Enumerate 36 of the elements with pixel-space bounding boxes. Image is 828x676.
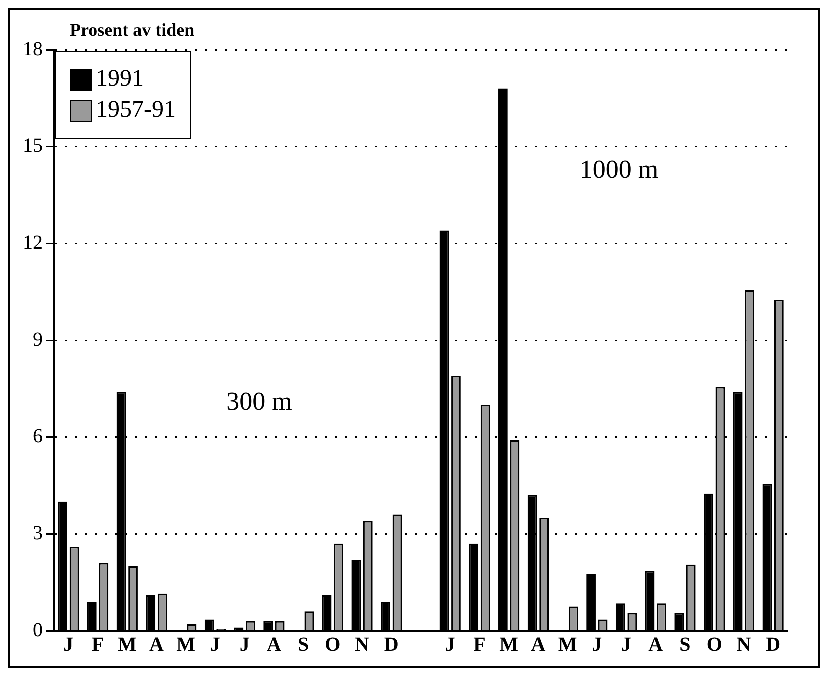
x-tick-label: J (622, 634, 632, 656)
x-tick-label: J (445, 634, 456, 656)
y-tick-label: 18 (23, 38, 43, 60)
x-tick-label: A (266, 634, 282, 656)
x-tick-label: S (680, 634, 691, 656)
y-axis-title: Prosent av tiden (70, 20, 195, 41)
x-tick-label: O (325, 634, 341, 656)
x-tick-label: F (474, 634, 486, 656)
x-tick-label: O (706, 634, 722, 656)
x-tick-label: J (592, 634, 602, 656)
x-tick-label: A (531, 634, 546, 656)
y-tick-label: 9 (33, 328, 43, 351)
x-tick-label: N (736, 634, 752, 656)
x-tick-label: J (210, 634, 220, 656)
legend-label: 1991 (96, 66, 144, 93)
annotation: 1000 m (580, 154, 659, 184)
y-tick-label: 6 (33, 426, 43, 448)
x-tick-label: A (150, 634, 165, 656)
x-tick-label: M (558, 634, 578, 656)
y-tick-label: 0 (33, 619, 43, 642)
x-tick-label: F (92, 634, 104, 656)
y-tick-label: 15 (23, 135, 43, 158)
x-tick-label: M (176, 634, 196, 656)
y-tick-label: 3 (33, 522, 43, 544)
x-tick-label: D (766, 634, 781, 656)
x-tick-label: S (298, 634, 310, 656)
x-tick-label: D (384, 634, 399, 656)
x-tick-label: A (648, 634, 664, 656)
x-tick-label: N (355, 634, 370, 656)
x-tick-label: J (64, 634, 74, 656)
legend-label: 1957-91 (96, 97, 176, 124)
x-tick-label: M (500, 634, 519, 656)
annotation: 300 m (226, 387, 292, 416)
x-tick-label: M (118, 634, 137, 656)
y-tick-label: 12 (23, 232, 43, 254)
x-tick-label: J (240, 634, 250, 656)
